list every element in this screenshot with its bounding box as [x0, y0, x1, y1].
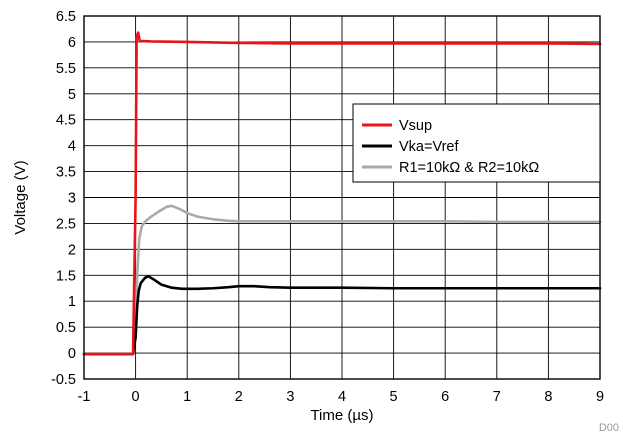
x-tick-label: 8 — [544, 389, 552, 405]
y-tick-label: -0.5 — [51, 372, 76, 388]
y-tick-label: 1 — [68, 294, 76, 310]
x-tick-label: 2 — [235, 389, 243, 405]
x-tick-label: 5 — [390, 389, 398, 405]
figure-id-label: D00 — [599, 422, 619, 434]
x-tick-label: 6 — [441, 389, 449, 405]
x-tick-label: 1 — [183, 389, 191, 405]
x-tick-label: 0 — [132, 389, 140, 405]
x-axis-title: Time (µs) — [310, 407, 373, 424]
y-tick-label: 3 — [68, 191, 76, 207]
legend-label: Vsup — [399, 118, 432, 134]
x-tick-label: 7 — [493, 389, 501, 405]
legend-box — [352, 103, 601, 183]
y-tick-label: 5.5 — [56, 61, 76, 77]
y-tick-label: 4 — [68, 139, 76, 155]
x-tick-label: 4 — [338, 389, 346, 405]
grid — [83, 15, 601, 380]
series-line-1 — [82, 275, 602, 356]
x-tick-label: 9 — [596, 389, 604, 405]
x-tick-labels: -1 0 1 2 3 4 5 6 7 8 9 — [78, 389, 604, 405]
series-line-0 — [82, 31, 602, 356]
y-tick-label: 5 — [68, 87, 76, 103]
y-tick-label: 2.5 — [56, 216, 76, 232]
y-axis-title: Voltage (V) — [12, 160, 29, 234]
y-tick-label: 4.5 — [56, 113, 76, 129]
legend-label: R1=10kΩ & R2=10kΩ — [399, 160, 539, 176]
y-tick-label: 6 — [68, 35, 76, 51]
y-tick-label: 1.5 — [56, 268, 76, 284]
y-tick-label: 6.5 — [56, 9, 76, 25]
y-tick-label: 2 — [68, 242, 76, 258]
series-layer — [82, 31, 602, 356]
legend-label: Vka=Vref — [399, 139, 459, 155]
series-line-2 — [82, 204, 602, 356]
legend: Vsup Vka=Vref R1=10kΩ & R2=10kΩ — [352, 103, 601, 183]
plot-frame — [83, 15, 601, 380]
y-tick-label: 0 — [68, 346, 76, 362]
x-tick-label: -1 — [78, 389, 91, 405]
y-tick-label: 3.5 — [56, 165, 76, 181]
y-tick-labels: 6.5 6 5.5 5 4.5 4 3.5 3 2.5 2 1.5 1 0.5 0 -0.5 — [51, 9, 76, 388]
y-tick-label: 0.5 — [56, 320, 76, 336]
x-tick-label: 3 — [286, 389, 294, 405]
